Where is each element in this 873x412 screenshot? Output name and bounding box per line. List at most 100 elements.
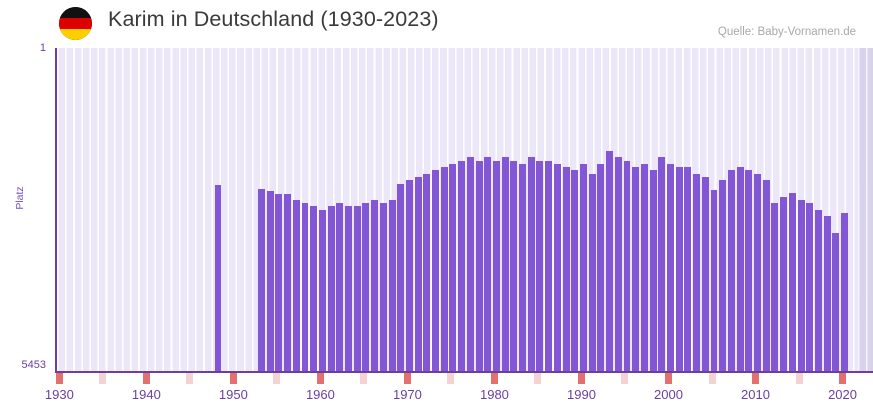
bar[interactable]	[736, 167, 744, 371]
bar[interactable]	[310, 206, 318, 371]
bar[interactable]	[649, 170, 657, 371]
bar[interactable]	[823, 216, 831, 371]
bar[interactable]	[606, 150, 614, 371]
bar[interactable]	[658, 157, 666, 371]
bar[interactable]	[458, 160, 466, 371]
x-axis-tick-major	[490, 373, 498, 384]
bar[interactable]	[536, 160, 544, 371]
bar[interactable]	[588, 173, 596, 371]
x-axis-tick-major	[403, 373, 411, 384]
x-axis-tick-major	[55, 373, 63, 384]
x-axis-tick-minor	[360, 373, 368, 384]
x-axis-ticks	[0, 373, 873, 385]
bar[interactable]	[580, 163, 587, 371]
flag-band-gold	[59, 28, 92, 40]
bar-series	[57, 48, 873, 371]
bar[interactable]	[771, 203, 779, 371]
bar[interactable]	[214, 184, 222, 371]
bar[interactable]	[414, 176, 422, 371]
bar[interactable]	[275, 193, 283, 371]
bar[interactable]	[562, 167, 570, 371]
bar[interactable]	[492, 160, 500, 371]
bar[interactable]	[701, 176, 709, 371]
chart-header: Karim in Deutschland (1930-2023) Quelle:…	[0, 0, 873, 46]
page-title: Karim in Deutschland (1930-2023)	[108, 7, 439, 31]
x-axis-tick-label: 2010	[741, 387, 770, 402]
bar[interactable]	[667, 163, 674, 371]
bar[interactable]	[345, 206, 352, 371]
bar[interactable]	[301, 203, 309, 371]
bar[interactable]	[832, 232, 840, 371]
x-axis-tick-minor	[186, 373, 194, 384]
x-axis-tick-minor	[621, 373, 629, 384]
bar[interactable]	[632, 167, 640, 371]
x-axis-tick-major	[229, 373, 237, 384]
bar[interactable]	[510, 160, 518, 371]
x-axis-tick-label: 1940	[131, 387, 161, 402]
bar[interactable]	[693, 173, 701, 371]
bar[interactable]	[745, 170, 753, 371]
bar[interactable]	[292, 199, 300, 371]
bar[interactable]	[266, 191, 274, 371]
plot-area	[55, 48, 873, 371]
bar[interactable]	[727, 170, 735, 371]
bar[interactable]	[388, 199, 396, 371]
y-axis-tick-top: 1	[39, 42, 46, 54]
bar[interactable]	[423, 173, 431, 371]
bar[interactable]	[371, 199, 379, 371]
bar[interactable]	[797, 199, 805, 371]
bar[interactable]	[710, 190, 718, 371]
bar[interactable]	[379, 203, 387, 371]
bar[interactable]	[318, 209, 326, 371]
bar[interactable]	[841, 212, 848, 371]
x-axis-tick-major	[665, 373, 672, 384]
x-axis-tick-major	[577, 373, 585, 384]
bar[interactable]	[336, 203, 344, 371]
bar[interactable]	[675, 167, 683, 371]
bar[interactable]	[432, 170, 439, 371]
bar[interactable]	[466, 157, 474, 371]
x-axis-tick-major	[316, 373, 324, 384]
bar[interactable]	[527, 157, 535, 371]
bar[interactable]	[327, 206, 335, 371]
x-axis-tick-minor	[447, 373, 455, 384]
bar[interactable]	[814, 209, 822, 371]
bar[interactable]	[258, 188, 265, 371]
x-axis-tick-major	[839, 373, 847, 384]
bar[interactable]	[553, 163, 561, 371]
bar[interactable]	[754, 173, 761, 371]
x-axis-tick-label: 1950	[218, 387, 248, 402]
bar[interactable]	[788, 193, 796, 371]
bar[interactable]	[440, 167, 448, 371]
bar[interactable]	[519, 163, 527, 371]
bar[interactable]	[640, 163, 648, 371]
bar[interactable]	[397, 183, 405, 371]
x-axis-tick-label: 1930	[44, 387, 74, 402]
bar[interactable]	[597, 163, 605, 371]
x-axis-tick-label: 1980	[479, 387, 509, 402]
bar[interactable]	[684, 167, 692, 371]
flag-band-red	[59, 17, 92, 29]
x-axis-tick-major	[752, 373, 760, 384]
bar[interactable]	[545, 160, 553, 371]
x-axis-tick-minor	[534, 373, 542, 384]
bar[interactable]	[484, 157, 492, 371]
bar[interactable]	[284, 193, 292, 371]
bar[interactable]	[614, 157, 622, 371]
bar[interactable]	[362, 203, 370, 371]
bar[interactable]	[719, 180, 727, 371]
bar[interactable]	[623, 160, 631, 371]
x-axis-tick-minor	[795, 373, 803, 384]
bar[interactable]	[780, 196, 788, 371]
x-axis-tick-minor	[708, 373, 716, 384]
bar[interactable]	[353, 206, 361, 371]
source-attribution: Quelle: Baby-Vornamen.de	[717, 26, 856, 38]
bar[interactable]	[475, 160, 483, 371]
bar[interactable]	[762, 180, 770, 371]
bar[interactable]	[501, 157, 509, 371]
bar[interactable]	[806, 203, 814, 371]
bar[interactable]	[571, 170, 579, 371]
bar[interactable]	[405, 180, 413, 371]
bar[interactable]	[449, 163, 457, 371]
